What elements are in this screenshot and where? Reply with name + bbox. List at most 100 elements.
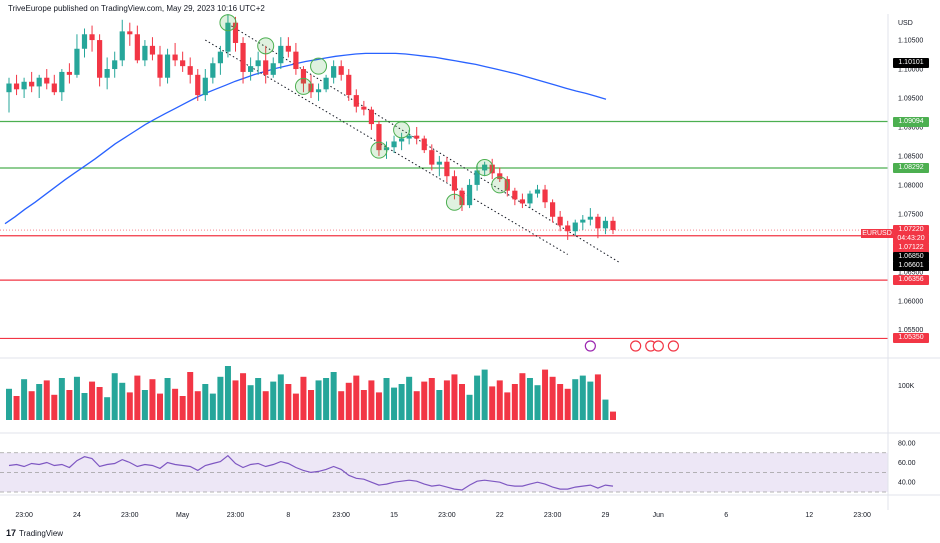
candle-body <box>127 31 133 35</box>
candle-body <box>610 220 616 231</box>
brand-name: TradingView <box>19 528 64 538</box>
us-flag-event-icon <box>630 340 642 352</box>
volume-bar <box>232 380 239 420</box>
candle-body <box>376 124 382 151</box>
time-tick: 22 <box>496 512 504 519</box>
candle-body <box>202 77 208 96</box>
volume-bar <box>6 388 12 420</box>
touch-circle <box>370 141 388 159</box>
candle-body <box>232 22 239 43</box>
time-tick: 29 <box>602 512 610 519</box>
volume-bar <box>421 381 428 420</box>
volume-bar <box>247 385 254 420</box>
candle-body <box>21 81 27 90</box>
currency-label: USD <box>898 20 913 27</box>
candle-body <box>217 51 223 64</box>
volume-bar <box>398 384 405 420</box>
candle-body <box>399 138 405 142</box>
price-label: 1.07220 <box>893 225 929 236</box>
volume-bar <box>330 372 337 420</box>
candle-body <box>263 60 269 75</box>
candle-body <box>104 69 110 78</box>
price-label: 1.05350 <box>893 333 929 344</box>
candle-body <box>482 164 488 171</box>
volume-bar <box>360 390 367 420</box>
candle-body <box>391 141 397 148</box>
touch-circle <box>491 176 509 194</box>
candle-body <box>51 83 57 93</box>
volume-bar <box>262 391 269 420</box>
volume-bar <box>96 387 103 420</box>
price-tick: 1.08000 <box>898 182 923 189</box>
touch-circle <box>476 159 494 177</box>
candle-body <box>36 77 42 87</box>
price-tick: 1.10500 <box>898 38 923 45</box>
volume-bar <box>292 393 299 420</box>
candle-body <box>240 42 246 72</box>
candle-body <box>557 216 563 226</box>
candle-body <box>149 45 156 55</box>
price-tick: 1.09500 <box>898 96 923 103</box>
volume-bar <box>255 378 262 420</box>
horizontal-levels <box>0 120 888 340</box>
price-label: 1.07122 <box>893 243 929 254</box>
candle-body <box>587 216 593 220</box>
time-tick: 23:00 <box>853 512 871 519</box>
candle-body <box>353 95 359 107</box>
candle-body <box>59 71 65 93</box>
price-tick: 1.07500 <box>898 211 923 218</box>
candle-body <box>519 199 525 204</box>
candle-body <box>414 135 420 139</box>
rsi-tick: 40.00 <box>898 480 916 487</box>
volume-bar <box>194 391 201 420</box>
price-label: 1.06850 <box>893 252 929 263</box>
candle-body <box>474 170 480 185</box>
economic-events-markers <box>584 340 680 352</box>
volume-bar <box>28 391 35 420</box>
volume-bar <box>240 373 247 420</box>
candlesticks <box>6 14 616 240</box>
tradingview-logo-icon: 17 <box>6 528 17 538</box>
candle-body <box>368 109 374 125</box>
volume-bar <box>179 396 186 420</box>
candle-body <box>323 77 329 90</box>
time-axis-labels: 23:00 24 23:00 May 23:00 8 23:00 15 23:00 22 23:00… <box>15 512 871 519</box>
candle-body <box>459 190 465 206</box>
volume-bar <box>81 393 88 420</box>
volume-bar <box>375 392 382 420</box>
volume-bar <box>300 376 307 420</box>
us-flag-event-icon <box>652 340 664 352</box>
candle-body <box>300 69 307 84</box>
volume-bar <box>285 384 292 420</box>
us-flag-event-icon <box>667 340 680 352</box>
volume-bar <box>436 390 443 420</box>
tradingview-brand[interactable]: 17 TradingView <box>6 528 63 538</box>
pane-dividers <box>0 14 940 510</box>
volume-bar <box>572 379 579 420</box>
candle-body <box>195 74 201 96</box>
candle-body <box>142 45 148 61</box>
volume-bar <box>187 372 194 420</box>
candle-body <box>293 51 299 70</box>
candle-body <box>406 135 412 139</box>
rsi-path <box>8 454 614 491</box>
volume-bar <box>315 380 322 420</box>
moving-average-line <box>4 52 607 225</box>
candle-body <box>429 150 435 165</box>
volume-bar <box>594 374 601 420</box>
volume-bar <box>526 378 533 420</box>
volume-bar <box>36 384 43 420</box>
price-tick: 1.05500 <box>898 327 923 334</box>
volume-bar <box>217 376 224 420</box>
candle-body <box>436 161 442 165</box>
volume-bar <box>323 378 330 420</box>
lightning-event-icon <box>584 340 596 352</box>
candle-body <box>534 189 541 194</box>
rsi-tick: 60.00 <box>898 460 916 467</box>
volume-bar <box>209 393 216 420</box>
volume-bar <box>21 379 28 420</box>
price-label: 1.08292 <box>893 162 929 173</box>
volume-bar <box>443 380 450 420</box>
volume-bar <box>383 378 390 420</box>
